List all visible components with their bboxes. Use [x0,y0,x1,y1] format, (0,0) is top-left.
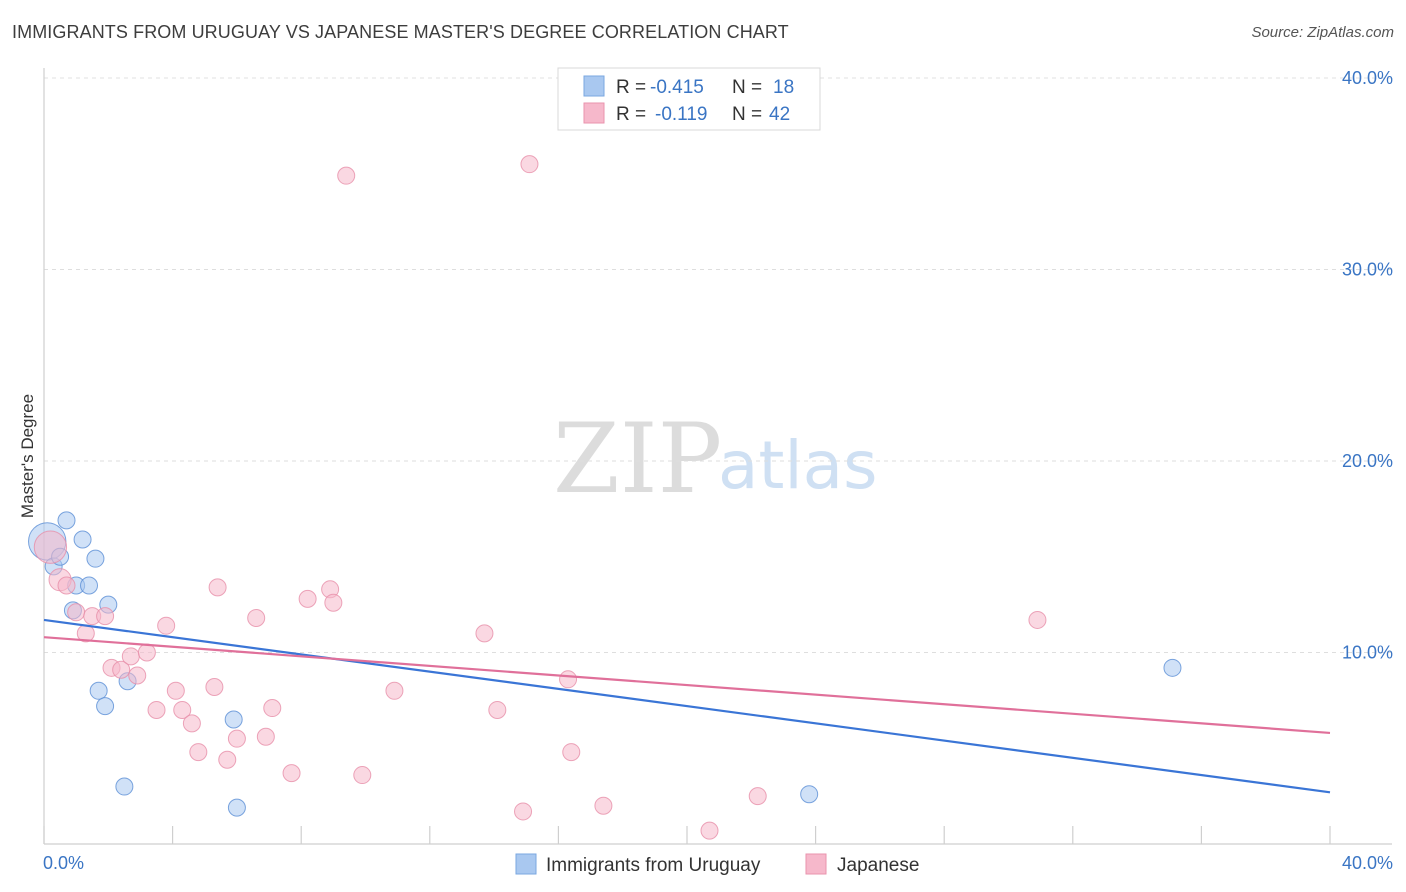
series-legend-swatch-japanese [805,853,827,875]
japanese-point-2 [57,576,76,595]
japanese-point-23 [256,727,275,746]
japanese-point-18 [205,677,224,696]
japanese-point-41 [1028,610,1047,629]
uruguay-point-6 [73,530,92,549]
series-legend: Immigrants from Uruguay Japanese [515,853,919,876]
uruguay-point-3 [57,511,76,530]
japanese-point-12 [147,700,166,719]
japanese-point-20 [218,750,237,769]
legend-n-value-japanese: 42 [769,104,790,125]
japanese-point-38 [594,796,613,815]
legend-r-label-japanese: R = [616,104,646,125]
japanese-point-16 [182,714,201,733]
series-uruguay-points [28,511,1182,817]
uruguay-point-12 [115,777,134,796]
japanese-trend-line [43,636,1331,735]
series-legend-swatch-uruguay [515,853,537,875]
japanese-point-25 [282,764,301,783]
y-tick-labels: 10.0% 20.0% 30.0% 40.0% [1342,68,1393,663]
legend-r-label-uruguay: R = [616,77,646,98]
y-tick-label-10: 10.0% [1342,643,1393,663]
watermark-zip: ZIP [553,403,722,515]
x-tick-marks [43,826,1331,844]
series-legend-label-uruguay: Immigrants from Uruguay [546,855,761,876]
correlation-legend: R = -0.415 N = 18 R = -0.119 N = 42 [557,67,821,131]
legend-r-value-uruguay: -0.415 [650,77,704,98]
legend-n-value-uruguay: 18 [773,77,794,98]
japanese-point-39 [700,821,719,840]
japanese-point-17 [189,743,208,762]
japanese-point-28 [324,593,343,612]
japanese-point-24 [263,699,282,718]
japanese-point-22 [247,609,266,628]
japanese-point-31 [385,681,404,700]
japanese-point-14 [166,681,185,700]
data-points [28,155,1182,840]
uruguay-point-10 [96,697,115,716]
legend-n-label-japanese: N = [732,104,762,125]
japanese-point-10 [128,666,147,685]
uruguay-point-8 [86,549,105,568]
japanese-point-11 [137,643,156,662]
x-tick-label-max: 40.0% [1342,853,1393,873]
legend-swatch-japanese [583,102,605,124]
japanese-point-15 [173,700,192,719]
chart-title: IMMIGRANTS FROM URUGUAY VS JAPANESE MAST… [12,22,789,42]
uruguay-point-16 [800,785,819,804]
japanese-point-8 [112,660,131,679]
series-legend-label-japanese: Japanese [837,855,919,876]
japanese-point-37 [562,743,581,762]
japanese-point-13 [157,616,176,635]
watermark-atlas: atlas [718,427,878,504]
uruguay-point-14 [224,710,243,729]
legend-r-value-japanese: -0.119 [655,104,707,125]
series-japanese-points [33,155,1047,840]
japanese-point-40 [748,787,767,806]
uruguay-point-15 [227,798,246,817]
japanese-point-9 [121,647,140,666]
legend-swatch-uruguay [583,75,605,97]
japanese-point-30 [353,766,372,785]
y-tick-label-40: 40.0% [1342,68,1393,88]
gridlines [44,77,1392,653]
trend-lines [43,618,1331,794]
uruguay-trend-line [43,618,1331,794]
y-tick-label-30: 30.0% [1342,260,1393,280]
japanese-point-0 [33,530,68,564]
y-axis-label: Master's Degree [18,394,37,518]
japanese-point-26 [298,589,317,608]
japanese-point-32 [475,624,494,643]
japanese-point-21 [227,729,246,748]
japanese-point-29 [337,166,356,185]
japanese-point-6 [96,607,115,626]
japanese-point-34 [514,802,533,821]
japanese-point-33 [488,700,507,719]
uruguay-point-7 [80,576,99,595]
x-tick-label-min: 0.0% [43,853,84,873]
legend-n-label-uruguay: N = [732,77,762,98]
uruguay-point-17 [1163,658,1182,677]
japanese-point-19 [208,578,227,597]
japanese-point-36 [559,670,578,689]
japanese-point-3 [67,603,86,622]
source-credit: Source: ZipAtlas.com [1251,24,1394,41]
y-tick-label-20: 20.0% [1342,451,1393,471]
japanese-point-35 [520,155,539,174]
uruguay-point-9 [89,681,108,700]
